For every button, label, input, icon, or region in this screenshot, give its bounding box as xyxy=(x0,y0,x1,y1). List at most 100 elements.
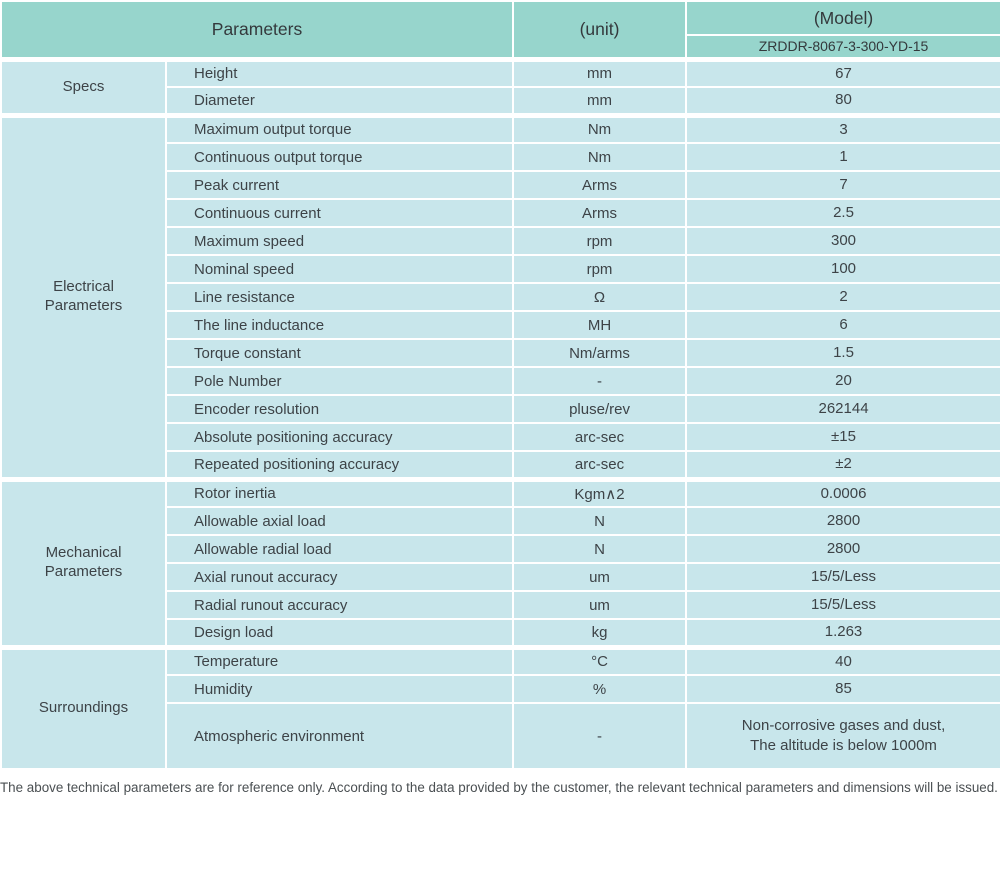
param-value: 7 xyxy=(685,170,1000,200)
param-value: 1.263 xyxy=(685,618,1000,648)
section-label: Mechanical Parameters xyxy=(0,476,167,648)
param-name: Pole Number xyxy=(164,366,515,396)
parameters-column-header: Parameters xyxy=(0,0,515,60)
section-label: Specs xyxy=(0,56,167,116)
table-row: Radial runout accuracy um 15/5/Less xyxy=(1,590,1000,620)
param-unit: Arms xyxy=(512,170,688,200)
param-name: Diameter xyxy=(164,86,515,116)
param-name: Nominal speed xyxy=(164,254,515,284)
param-name: Radial runout accuracy xyxy=(164,590,515,620)
model-column-header: (Model) xyxy=(685,0,1000,36)
section-label: Electrical Parameters xyxy=(0,112,167,480)
param-unit: rpm xyxy=(512,226,688,256)
table-row: Maximum speed rpm 300 xyxy=(1,226,1000,256)
param-name: Rotor inertia xyxy=(164,476,515,508)
table-row: Pole Number -20 xyxy=(1,366,1000,396)
param-name: Maximum output torque xyxy=(164,112,515,144)
param-name: Maximum speed xyxy=(164,226,515,256)
param-name: Atmospheric environment xyxy=(164,702,515,770)
param-name: Axial runout accuracy xyxy=(164,562,515,592)
param-unit: N xyxy=(512,534,688,564)
param-unit: - xyxy=(512,702,688,770)
param-value: 80 xyxy=(685,86,1000,116)
param-value: 1 xyxy=(685,142,1000,172)
unit-column-header: (unit) xyxy=(512,0,688,60)
param-name: Line resistance xyxy=(164,282,515,312)
param-value: 15/5/Less xyxy=(685,562,1000,592)
table-row: Peak current Arms 7 xyxy=(1,170,1000,200)
table-row: Continuous current Arms 2.5 xyxy=(1,198,1000,228)
param-unit: % xyxy=(512,674,688,704)
param-name: Repeated positioning accuracy xyxy=(164,450,515,480)
table-row: Specs Height mm 67 xyxy=(0,56,1000,116)
param-value: Non-corrosive gases and dust, The altitu… xyxy=(685,702,1000,770)
param-name: Encoder resolution xyxy=(164,394,515,424)
param-value: 0.0006 xyxy=(685,476,1000,508)
header-row-2: ZRDDR-8067-3-300-YD-15 xyxy=(1,34,1000,60)
spec-table-header: Parameters (unit) (Model) ZRDDR-8067-3-3… xyxy=(0,0,1000,60)
table-row: Design load kg 1.263 xyxy=(1,618,1000,648)
param-unit: Nm xyxy=(512,112,688,144)
param-value: 20 xyxy=(685,366,1000,396)
table-row: Axial runout accuracy um 15/5/Less xyxy=(1,562,1000,592)
param-value: 2 xyxy=(685,282,1000,312)
param-unit: rpm xyxy=(512,254,688,284)
table-row: Electrical Parameters Maximum output torq… xyxy=(0,112,1000,480)
param-unit: arc-sec xyxy=(512,422,688,452)
param-name: Absolute positioning accuracy xyxy=(164,422,515,452)
table-row: Diameter mm 80 xyxy=(1,86,1000,116)
param-unit: °C xyxy=(512,644,688,676)
param-unit: Ω xyxy=(512,282,688,312)
param-value: 262144 xyxy=(685,394,1000,424)
table-row: Allowable radial load N 2800 xyxy=(1,534,1000,564)
header-row-1: Parameters (unit) (Model) xyxy=(0,0,1000,60)
param-value: 1.5 xyxy=(685,338,1000,368)
param-name: Temperature xyxy=(164,644,515,676)
param-value: 6 xyxy=(685,310,1000,340)
param-name: The line inductance xyxy=(164,310,515,340)
param-value: 15/5/Less xyxy=(685,590,1000,620)
param-value: 100 xyxy=(685,254,1000,284)
param-unit: N xyxy=(512,506,688,536)
param-unit: Nm xyxy=(512,142,688,172)
param-value: 40 xyxy=(685,644,1000,676)
table-row: Repeated positioning accuracy arc-sec ±2 xyxy=(1,450,1000,480)
table-row: Mechanical Parameters Rotor inertia Kgm∧2 0… xyxy=(0,476,1000,648)
param-value: 2.5 xyxy=(685,198,1000,228)
reference-disclaimer-note: The above technical parameters are for r… xyxy=(0,780,998,795)
param-unit: Nm/arms xyxy=(512,338,688,368)
table-row: Humidity% 85 xyxy=(1,674,1000,704)
param-name: Continuous current xyxy=(164,198,515,228)
param-unit: - xyxy=(512,366,688,396)
section-label: Surroundings xyxy=(0,644,167,770)
param-name: Design load xyxy=(164,618,515,648)
table-row: Torque constant Nm/arms 1.5 xyxy=(1,338,1000,368)
param-unit: pluse/rev xyxy=(512,394,688,424)
param-unit: Arms xyxy=(512,198,688,228)
table-row: Encoder resolution pluse/rev 262144 xyxy=(1,394,1000,424)
param-name: Humidity xyxy=(164,674,515,704)
param-unit: kg xyxy=(512,618,688,648)
param-value: 85 xyxy=(685,674,1000,704)
param-unit: um xyxy=(512,562,688,592)
param-unit: Kgm∧2 xyxy=(512,476,688,508)
param-value: 3 xyxy=(685,112,1000,144)
table-row: Line resistance Ω 2 xyxy=(1,282,1000,312)
param-name: Height xyxy=(164,56,515,88)
table-row: Absolute positioning accuracy arc-sec ±15 xyxy=(1,422,1000,452)
table-row: The line inductance MH 6 xyxy=(1,310,1000,340)
table-row: Nominal speed rpm 100 xyxy=(1,254,1000,284)
param-value: 67 xyxy=(685,56,1000,88)
param-unit: mm xyxy=(512,86,688,116)
param-unit: um xyxy=(512,590,688,620)
param-unit: mm xyxy=(512,56,688,88)
param-value: ±2 xyxy=(685,450,1000,480)
model-number: ZRDDR-8067-3-300-YD-15 xyxy=(685,34,1000,60)
param-name: Allowable radial load xyxy=(164,534,515,564)
table-row: Surroundings Temperature °C 40 xyxy=(0,644,1000,770)
table-row: Continuous output torque Nm 1 xyxy=(1,142,1000,172)
param-name: Continuous output torque xyxy=(164,142,515,172)
param-value: ±15 xyxy=(685,422,1000,452)
table-row: Allowable axial load N 2800 xyxy=(1,506,1000,536)
param-value: 300 xyxy=(685,226,1000,256)
